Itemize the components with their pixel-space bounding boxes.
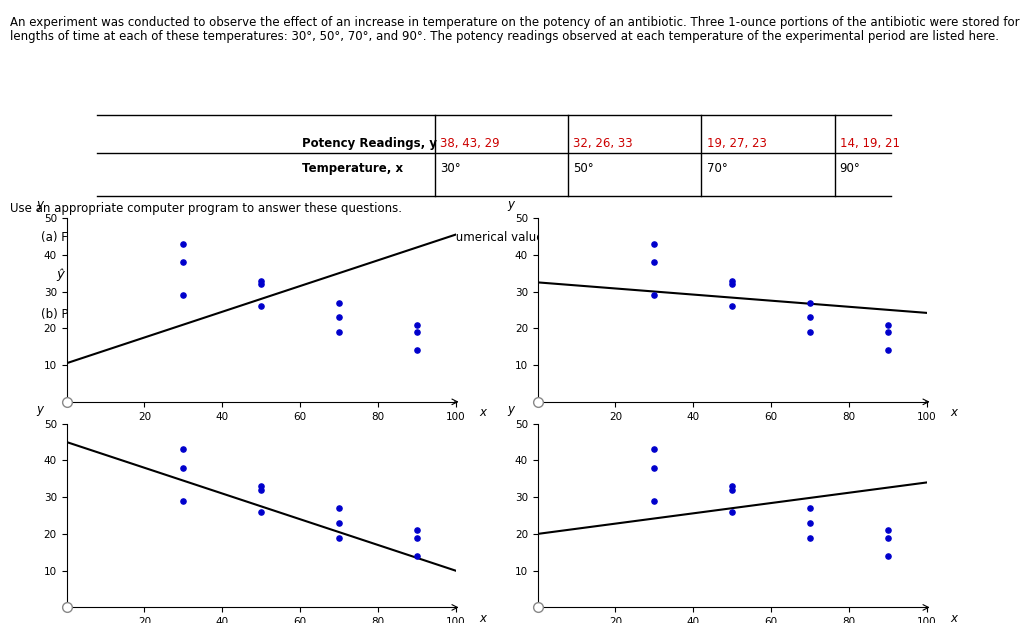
Text: x: x	[479, 612, 486, 623]
Point	[880, 525, 896, 535]
Point	[175, 444, 191, 454]
Point	[331, 533, 347, 543]
Point	[253, 481, 269, 491]
Text: 38, 43, 29: 38, 43, 29	[440, 137, 500, 150]
Point	[253, 485, 269, 495]
Point	[724, 481, 740, 491]
Text: (b) Plot the points and graph the line as a check on your calculations.: (b) Plot the points and graph the line a…	[41, 308, 453, 321]
Point	[409, 320, 425, 330]
Point	[175, 257, 191, 267]
Text: 19, 27, 23: 19, 27, 23	[707, 137, 766, 150]
Point	[253, 275, 269, 285]
Point	[331, 518, 347, 528]
Text: y: y	[36, 403, 43, 416]
Text: Use an appropriate computer program to answer these questions.: Use an appropriate computer program to a…	[10, 202, 402, 216]
Text: lengths of time at each of these temperatures: 30°, 50°, 70°, and 90°. The poten: lengths of time at each of these tempera…	[10, 30, 999, 43]
Point	[880, 327, 896, 337]
Text: 30°: 30°	[440, 162, 461, 174]
Point	[646, 463, 663, 473]
Point	[802, 312, 818, 322]
Point	[331, 503, 347, 513]
Point	[253, 302, 269, 312]
Text: 14, 19, 21: 14, 19, 21	[840, 137, 900, 150]
Text: x: x	[950, 612, 957, 623]
Text: ŷ =: ŷ =	[56, 268, 80, 280]
Point	[646, 496, 663, 506]
Point	[409, 525, 425, 535]
Point	[802, 533, 818, 543]
Point	[175, 290, 191, 300]
Point	[646, 257, 663, 267]
Point	[646, 444, 663, 454]
Point	[253, 279, 269, 289]
Point	[646, 239, 663, 249]
Text: Temperature, x: Temperature, x	[302, 162, 403, 174]
Point	[409, 533, 425, 543]
Text: 32, 26, 33: 32, 26, 33	[573, 137, 633, 150]
Text: An experiment was conducted to observe the effect of an increase in temperature : An experiment was conducted to observe t…	[10, 16, 1024, 29]
Point	[724, 507, 740, 517]
Text: y: y	[36, 197, 43, 211]
Bar	[97, 262, 195, 290]
Text: x: x	[950, 406, 957, 419]
Text: 90°: 90°	[840, 162, 860, 174]
Point	[724, 279, 740, 289]
Point	[409, 551, 425, 561]
Text: (a) Find the least-squares line appropriate for these data. (Round all numerical: (a) Find the least-squares line appropri…	[41, 231, 700, 244]
Text: y: y	[507, 197, 514, 211]
Text: y: y	[507, 403, 514, 416]
Text: x: x	[479, 406, 486, 419]
Point	[175, 496, 191, 506]
Point	[175, 463, 191, 473]
Point	[253, 507, 269, 517]
Text: 70°: 70°	[707, 162, 727, 174]
Text: 50°: 50°	[573, 162, 594, 174]
Point	[724, 275, 740, 285]
Point	[175, 239, 191, 249]
Point	[880, 345, 896, 355]
Point	[802, 518, 818, 528]
Point	[331, 327, 347, 337]
Text: Potency Readings, y: Potency Readings, y	[302, 137, 437, 150]
Point	[331, 312, 347, 322]
Point	[880, 320, 896, 330]
Point	[880, 551, 896, 561]
Point	[646, 290, 663, 300]
Point	[724, 485, 740, 495]
Point	[802, 327, 818, 337]
Point	[802, 298, 818, 308]
Point	[409, 327, 425, 337]
Point	[880, 533, 896, 543]
Point	[331, 298, 347, 308]
Point	[409, 345, 425, 355]
Text: ✕: ✕	[207, 267, 219, 282]
Point	[724, 302, 740, 312]
Point	[802, 503, 818, 513]
